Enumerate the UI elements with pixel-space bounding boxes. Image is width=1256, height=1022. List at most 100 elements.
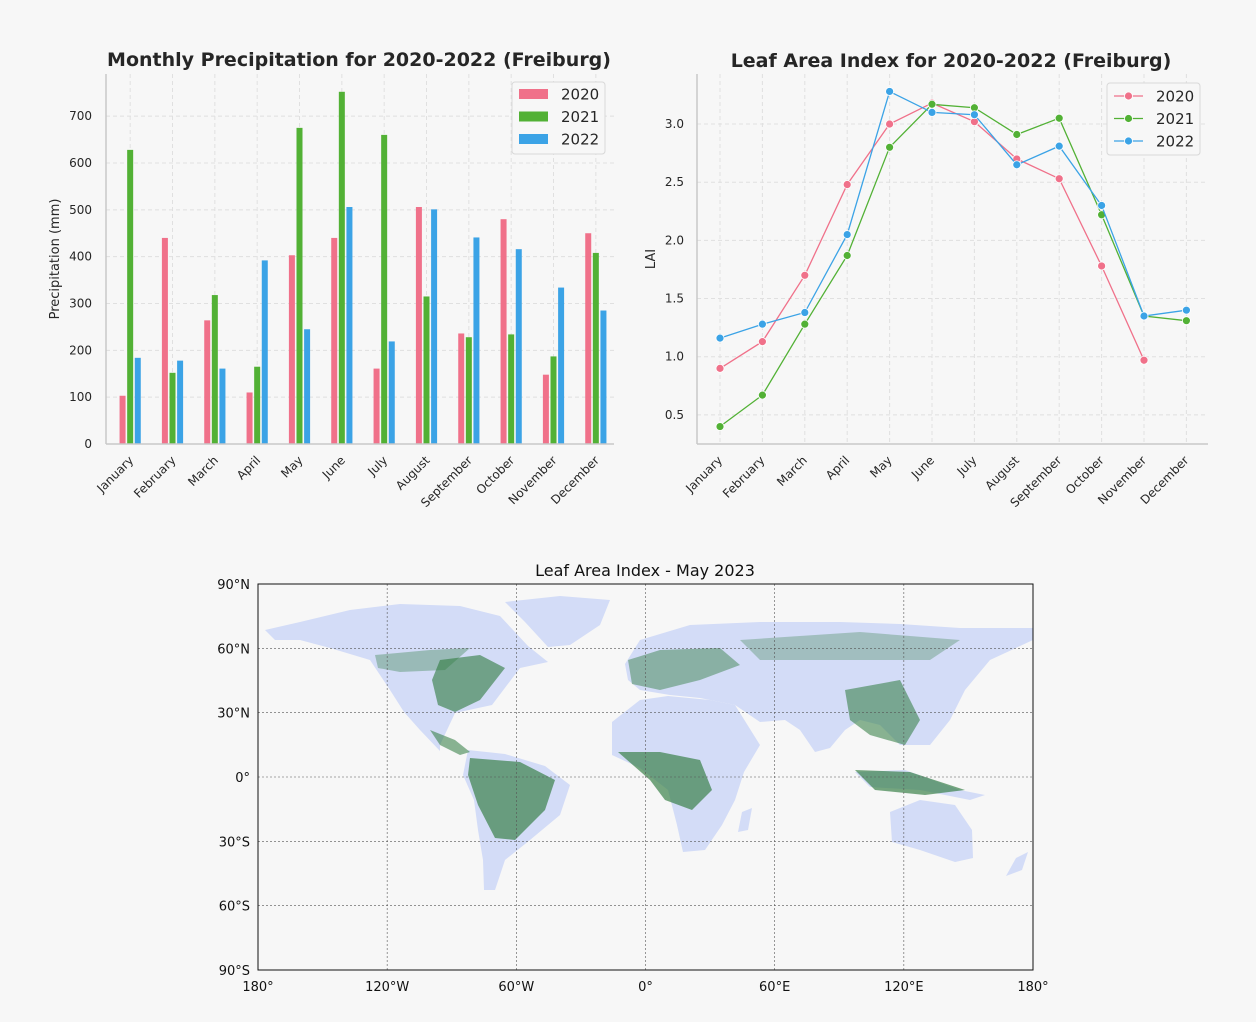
line-point-2022-august xyxy=(1012,160,1022,170)
bar-2020-april xyxy=(246,392,253,444)
bar-legend-swatch-2020 xyxy=(519,89,548,99)
map-lon-label-4: 60°E xyxy=(759,980,790,995)
map-lon-label-6: 180° xyxy=(1017,980,1048,995)
line-y-ticks: 0.5 1.0 1.5 2.0 2.5 3.0 xyxy=(665,117,684,422)
bar-2022-october xyxy=(515,249,522,444)
precipitation-bar-chart: Monthly Precipitation for 2020-2022 (Fre… xyxy=(48,49,614,510)
bar-2021-december xyxy=(592,252,599,444)
bar-2021-february xyxy=(169,372,176,444)
bar-2021-june xyxy=(338,91,345,444)
line-point-2020-january xyxy=(715,363,725,373)
map-frame xyxy=(257,583,1034,971)
line-x-tick-july: July xyxy=(954,453,980,479)
bar-x-tick-march: March xyxy=(185,453,221,489)
line-point-2022-february xyxy=(758,319,767,329)
bar-2020-march xyxy=(204,320,211,444)
bar-2022-november xyxy=(558,287,565,444)
line-x-tick-august: August xyxy=(982,453,1022,493)
map-lon-label-2: 60°W xyxy=(498,980,534,995)
bar-2020-may xyxy=(288,255,295,444)
line-legend-label-2021: 2021 xyxy=(1156,110,1194,128)
bar-2022-may xyxy=(304,329,311,444)
map-lat-label-30-n: 30°N xyxy=(217,707,250,722)
map-vegetation-europe xyxy=(628,648,740,690)
map-landmass-australia xyxy=(890,800,973,862)
bar-2022-february xyxy=(177,360,184,444)
map-lon-labels: 180° 120°W 60°W 0° 60°E 120°E 180° xyxy=(242,980,1048,995)
bar-legend-label-2021: 2021 xyxy=(561,108,599,126)
line-legend-marker-2020 xyxy=(1124,91,1133,101)
bar-x-tick-august: August xyxy=(393,453,433,493)
line-x-tick-march: March xyxy=(774,453,810,489)
line-y-tick-1-0: 1.0 xyxy=(665,350,684,364)
bar-2021-october xyxy=(508,334,515,444)
line-point-2022-january xyxy=(715,333,725,343)
bar-x-tick-october: October xyxy=(473,453,517,497)
map-land-layer xyxy=(265,596,1033,890)
line-point-2021-december xyxy=(1182,316,1191,326)
bar-y-ticks: 0 100 200 300 400 500 600 700 xyxy=(69,109,92,451)
line-point-2021-april xyxy=(842,251,852,260)
line-point-2020-september xyxy=(1054,174,1064,184)
line-point-2020-october xyxy=(1097,261,1106,271)
line-point-2021-january xyxy=(715,422,725,431)
bar-2021-november xyxy=(550,356,557,444)
bar-y-tick-700: 700 xyxy=(69,109,92,123)
map-lat-label-90-s: 90°S xyxy=(219,964,250,979)
bar-y-tick-600: 600 xyxy=(69,156,92,170)
line-series-2021 xyxy=(719,103,1187,428)
bar-y-tick-300: 300 xyxy=(69,296,92,310)
bar-2020-september xyxy=(458,333,465,444)
map-landmass-madagascar xyxy=(738,808,752,832)
bar-2020-july xyxy=(373,368,380,444)
line-point-2021-march xyxy=(800,319,810,329)
map-landmass-new-zealand xyxy=(1006,852,1028,876)
line-x-tick-june: June xyxy=(908,453,937,482)
line-x-tick-october: October xyxy=(1063,453,1107,497)
lai-world-map: Leaf Area Index - May 2023 xyxy=(217,561,1048,995)
map-title: Leaf Area Index - May 2023 xyxy=(535,561,755,580)
line-y-tick-2-0: 2.0 xyxy=(665,233,684,247)
line-point-2022-july xyxy=(970,110,979,120)
bar-2022-december xyxy=(600,310,607,444)
bar-x-tick-february: February xyxy=(131,453,179,501)
bar-legend-label-2022: 2022 xyxy=(561,131,599,149)
line-point-2020-april xyxy=(842,180,852,189)
line-point-2022-october xyxy=(1097,201,1106,210)
map-vegetation-southeast-asia xyxy=(855,770,965,795)
line-y-tick-3-0: 3.0 xyxy=(665,117,684,131)
line-x-tick-may: May xyxy=(867,453,894,480)
bar-legend-swatch-2021 xyxy=(519,111,548,122)
bar-y-tick-200: 200 xyxy=(69,343,92,357)
bar-x-tick-june: June xyxy=(319,453,348,482)
map-lon-label-0: 180° xyxy=(242,980,273,995)
bar-x-tick-january: January xyxy=(94,453,137,496)
bar-chart-title: Monthly Precipitation for 2020-2022 (Fre… xyxy=(107,49,611,71)
line-point-2021-may xyxy=(885,142,894,152)
bar-2020-january xyxy=(119,395,126,444)
map-landmass-greenland xyxy=(505,596,610,647)
line-legend-marker-2022 xyxy=(1124,136,1133,146)
line-series-2022 xyxy=(719,90,1187,339)
line-point-2022-april xyxy=(842,230,852,239)
bar-2021-september xyxy=(465,337,472,444)
bar-2021-may xyxy=(296,127,303,445)
map-lat-label-60-s: 60°S xyxy=(219,900,250,915)
bar-x-tick-april: April xyxy=(234,453,263,482)
map-vegetation-boreal-canada xyxy=(375,648,470,672)
map-vegetation-central-america xyxy=(430,730,470,755)
map-lat-label-90-n: 90°N xyxy=(217,578,250,593)
line-point-2021-august xyxy=(1012,130,1022,139)
line-point-2022-june xyxy=(927,107,937,117)
line-point-2020-may xyxy=(885,119,894,129)
map-lon-label-5: 120°E xyxy=(884,980,924,995)
line-point-2020-february xyxy=(758,337,767,347)
line-point-2022-december xyxy=(1182,305,1191,315)
map-vegetation-central-africa xyxy=(618,752,712,810)
lai-line-chart: Leaf Area Index for 2020-2022 (Freiburg)… xyxy=(644,50,1208,510)
line-x-tick-february: February xyxy=(720,453,768,501)
line-point-2020-march xyxy=(800,270,810,280)
